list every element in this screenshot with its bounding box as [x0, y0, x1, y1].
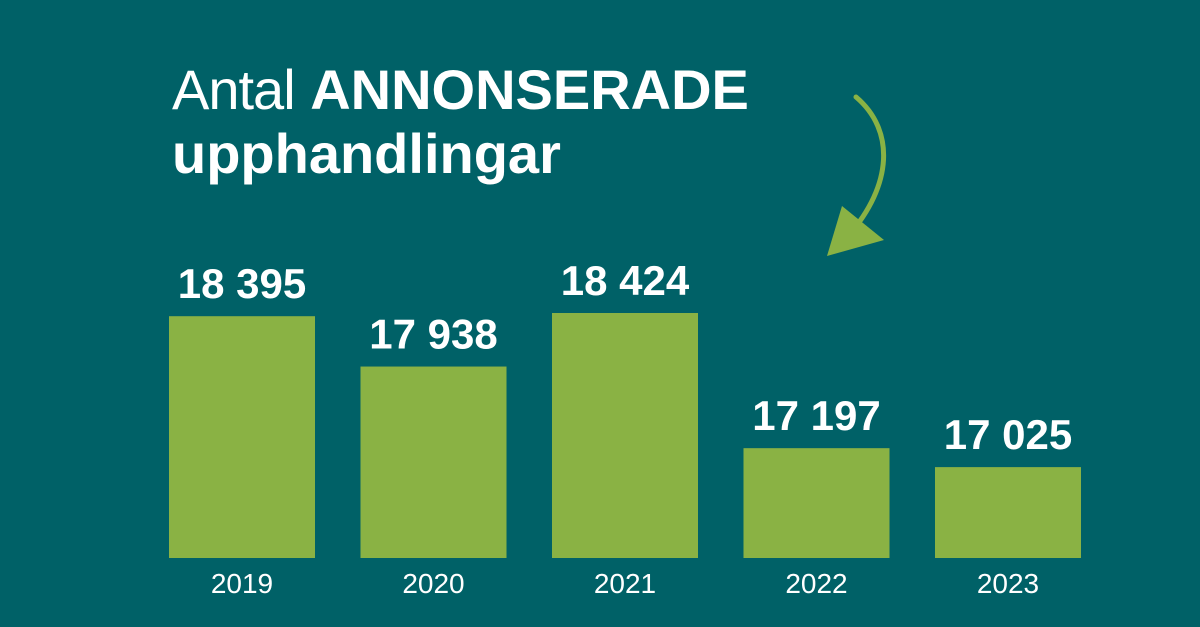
value-label-2019: 18 395 — [178, 260, 306, 307]
arrow-shaft — [845, 94, 886, 239]
title-emphasis: ANNONSERADE — [310, 58, 749, 121]
x-tick-label-2022: 2022 — [785, 568, 847, 599]
x-tick-label-2023: 2023 — [977, 568, 1039, 599]
value-label-2022: 17 197 — [752, 392, 880, 439]
chart-title: Antal ANNONSERADE upphandlingar — [172, 62, 749, 182]
value-label-2023: 17 025 — [944, 411, 1072, 458]
x-tick-label-2021: 2021 — [594, 568, 656, 599]
title-prefix: Antal — [172, 58, 296, 121]
x-tick-label-2020: 2020 — [402, 568, 464, 599]
value-labels: 18 395 17 938 18 424 17 197 17 025 — [178, 257, 1072, 458]
curved-arrow-down-icon — [827, 94, 886, 256]
x-tick-label-2019: 2019 — [211, 568, 273, 599]
bar-2019 — [169, 316, 315, 558]
arrow-head — [827, 206, 884, 256]
x-axis-tick-labels: 2019 2020 2021 2022 2023 — [211, 568, 1039, 599]
value-label-2021: 18 424 — [561, 257, 690, 304]
title-line2: upphandlingar — [172, 122, 561, 185]
bar-2023 — [935, 467, 1081, 558]
bar-2021 — [552, 313, 698, 558]
value-label-2020: 17 938 — [369, 311, 497, 358]
bar-2020 — [360, 366, 507, 558]
bar-series — [169, 313, 1081, 558]
bar-2022 — [743, 448, 890, 558]
